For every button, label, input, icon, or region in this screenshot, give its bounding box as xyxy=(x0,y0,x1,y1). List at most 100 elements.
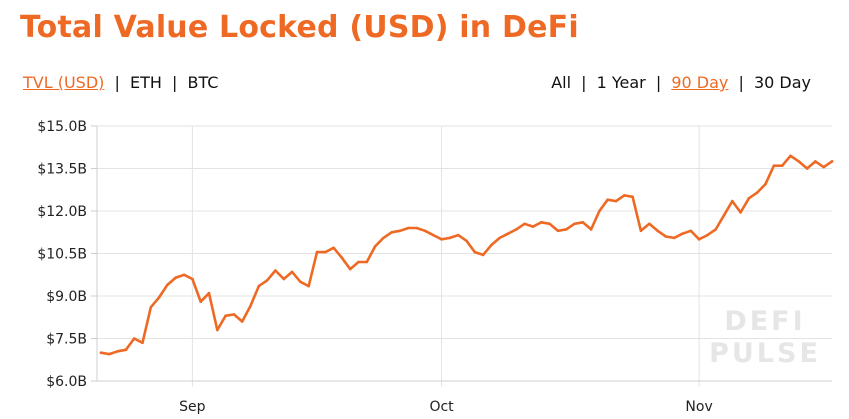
y-tick-label: $15.0B xyxy=(37,119,87,135)
data-point xyxy=(382,236,385,240)
data-point xyxy=(216,328,219,332)
data-point xyxy=(548,222,551,226)
data-point xyxy=(556,229,560,233)
data-point xyxy=(299,280,302,284)
data-point xyxy=(780,164,784,167)
data-point xyxy=(714,228,717,231)
toggle-separator: | xyxy=(655,73,662,92)
data-point xyxy=(623,194,626,197)
series-layer xyxy=(99,154,834,356)
data-point xyxy=(465,239,468,243)
data-point xyxy=(772,164,776,167)
tvl-series-line xyxy=(99,154,834,356)
data-point xyxy=(249,304,252,308)
range-30-day[interactable]: 30 Day xyxy=(753,73,811,92)
page-title: Total Value Locked (USD) in DeFi xyxy=(20,10,579,45)
data-point xyxy=(390,231,394,234)
data-point xyxy=(182,273,186,277)
data-point xyxy=(540,221,543,224)
toggle-btc[interactable]: BTC xyxy=(187,73,219,92)
data-point xyxy=(631,195,634,199)
toggle-separator: | xyxy=(114,73,120,92)
toggle-tvl-usd[interactable]: TVL (USD) xyxy=(23,73,105,92)
data-point xyxy=(739,211,742,214)
data-point xyxy=(681,232,684,235)
data-point xyxy=(282,277,286,281)
data-point xyxy=(697,238,701,241)
data-point xyxy=(755,191,759,194)
y-tick-label: $10.5B xyxy=(37,247,87,263)
data-point xyxy=(290,270,294,274)
data-point xyxy=(224,314,227,318)
data-point xyxy=(764,182,767,186)
data-point xyxy=(332,246,335,250)
unit-toggle-group: TVL (USD) | ETH | BTC xyxy=(23,73,218,92)
data-point xyxy=(506,232,510,235)
data-point xyxy=(564,228,568,231)
toggle-separator: | xyxy=(738,73,744,92)
data-point xyxy=(573,222,576,226)
data-point xyxy=(274,269,277,272)
data-point xyxy=(149,306,153,309)
data-point xyxy=(589,228,593,231)
data-point xyxy=(257,284,261,288)
data-point xyxy=(340,256,344,260)
data-point xyxy=(99,351,103,355)
data-point xyxy=(207,291,211,295)
watermark-line2: PULSE xyxy=(709,338,821,369)
range-toggle-group: All | 1 Year | 90 Day | 30 Day xyxy=(551,73,811,92)
data-point xyxy=(814,160,817,163)
data-point xyxy=(523,222,526,226)
data-point xyxy=(456,233,460,237)
data-point xyxy=(606,198,609,201)
data-point xyxy=(365,260,369,264)
data-point xyxy=(315,250,319,254)
data-point xyxy=(515,228,518,231)
data-point xyxy=(240,320,244,323)
data-point xyxy=(407,226,410,230)
data-point xyxy=(423,229,427,233)
y-tick-label: $6.0B xyxy=(46,374,87,390)
data-point xyxy=(789,154,792,158)
data-point xyxy=(689,229,693,233)
data-point xyxy=(166,283,169,287)
data-point xyxy=(473,250,477,254)
data-point xyxy=(531,225,535,228)
data-point xyxy=(324,250,327,254)
x-tick-label: Oct xyxy=(429,399,454,415)
data-point xyxy=(157,296,161,299)
data-point xyxy=(797,160,801,163)
data-point xyxy=(830,160,834,163)
data-point xyxy=(581,221,585,224)
y-tick-label: $9.0B xyxy=(46,289,87,305)
data-point xyxy=(124,348,128,352)
data-point xyxy=(706,233,709,237)
data-point xyxy=(116,350,119,353)
toggle-eth[interactable]: ETH xyxy=(129,73,162,92)
data-point xyxy=(614,199,618,203)
range-1-year[interactable]: 1 Year xyxy=(596,73,646,92)
data-point xyxy=(664,235,668,238)
axes: $6.0B $7.5B $9.0B $10.5B $12.0B $13.5B $15.0B S… xyxy=(37,119,832,415)
data-point xyxy=(731,199,734,203)
range-all[interactable]: All xyxy=(551,73,572,92)
data-point xyxy=(598,209,601,213)
data-point xyxy=(199,300,202,304)
data-point xyxy=(805,167,809,170)
watermark-line1: DEFI xyxy=(724,306,805,337)
data-point xyxy=(191,277,194,281)
data-point xyxy=(307,284,311,288)
range-90-day[interactable]: 90 Day xyxy=(671,73,729,92)
data-point xyxy=(490,243,493,247)
data-point xyxy=(440,238,443,241)
data-point xyxy=(822,165,825,169)
y-tick-label: $7.5B xyxy=(46,332,87,348)
x-tick-label: Nov xyxy=(685,399,712,415)
data-point xyxy=(132,337,136,340)
data-point xyxy=(232,313,236,316)
data-point xyxy=(672,236,676,240)
data-point xyxy=(265,279,269,282)
data-point xyxy=(722,214,726,217)
data-point xyxy=(448,236,452,240)
